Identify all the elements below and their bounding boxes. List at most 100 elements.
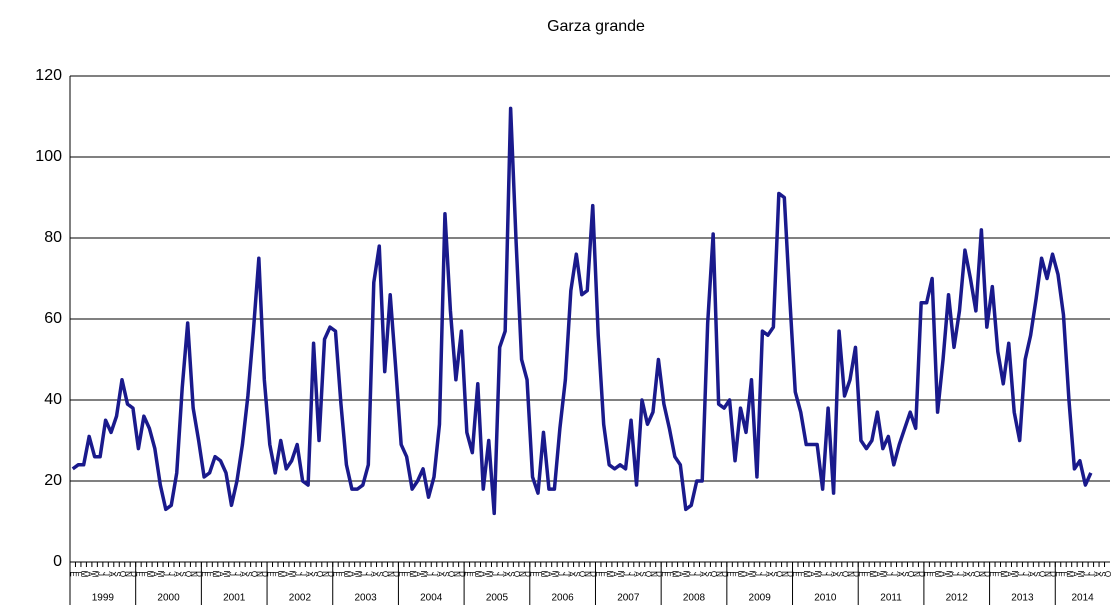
x-tick-label: J bbox=[364, 572, 373, 576]
x-tick-label: A bbox=[479, 571, 488, 577]
y-tick-label: 120 bbox=[35, 67, 62, 84]
x-tick-label: M bbox=[353, 571, 362, 578]
x-tick-label: S bbox=[1098, 571, 1107, 576]
x-tick-label: N bbox=[452, 571, 461, 577]
x-tick-label: M bbox=[813, 571, 822, 578]
x-tick-label: F bbox=[600, 572, 609, 577]
x-tick-label: S bbox=[112, 571, 121, 576]
data-line bbox=[71, 106, 1093, 516]
x-tick-label: E bbox=[397, 571, 406, 576]
x-tick-label: A bbox=[873, 571, 882, 577]
x-tick-label: A bbox=[698, 571, 707, 577]
x-tick-label: N bbox=[386, 571, 395, 577]
x-tick-label: M bbox=[747, 571, 756, 578]
x-tick-label: E bbox=[988, 571, 997, 576]
year-label: 2008 bbox=[683, 593, 706, 604]
x-tick-label: F bbox=[468, 572, 477, 577]
x-tick-label: F bbox=[271, 572, 280, 577]
x-tick-label: S bbox=[572, 571, 581, 576]
x-tick-label: O bbox=[643, 571, 652, 577]
x-tick-label: D bbox=[195, 571, 204, 577]
x-tick-label: F bbox=[403, 572, 412, 577]
y-tick-label: 100 bbox=[35, 148, 62, 165]
x-tick-label: M bbox=[616, 571, 625, 578]
x-tick-label: F bbox=[797, 572, 806, 577]
x-tick-label: J bbox=[496, 572, 505, 576]
x-tick-label: N bbox=[846, 571, 855, 577]
x-tick-label: D bbox=[1048, 571, 1057, 577]
x-tick-label: J bbox=[101, 572, 110, 576]
x-tick-label: E bbox=[857, 571, 866, 576]
x-tick-label: O bbox=[381, 571, 390, 577]
x-tick-label: M bbox=[222, 571, 231, 578]
x-tick-label: A bbox=[742, 571, 751, 577]
x-tick-label: S bbox=[835, 571, 844, 576]
x-tick-label: A bbox=[895, 571, 904, 577]
x-tick-label: F bbox=[74, 572, 83, 577]
x-tick-label: M bbox=[944, 571, 953, 578]
x-tick-label: J bbox=[561, 572, 570, 576]
x-tick-label: J bbox=[1081, 572, 1090, 576]
x-tick-label: M bbox=[156, 571, 165, 578]
x-tick-label: O bbox=[184, 571, 193, 577]
x-tick-label: M bbox=[145, 571, 154, 578]
year-label: 2003 bbox=[354, 593, 377, 604]
year-label: 2002 bbox=[289, 593, 312, 604]
x-tick-label: N bbox=[1043, 571, 1052, 577]
x-tick-label: S bbox=[901, 571, 910, 576]
x-tick-label: D bbox=[392, 571, 401, 577]
year-label: 2010 bbox=[814, 593, 837, 604]
x-tick-label: A bbox=[107, 571, 116, 577]
x-tick-label: J bbox=[424, 572, 433, 576]
x-tick-label: F bbox=[337, 572, 346, 577]
x-tick-label: D bbox=[457, 571, 466, 577]
x-tick-label: A bbox=[808, 571, 817, 577]
x-tick-label: A bbox=[939, 571, 948, 577]
x-tick-label: N bbox=[780, 571, 789, 577]
year-label: 2006 bbox=[552, 593, 575, 604]
x-tick-label: J bbox=[819, 572, 828, 576]
x-tick-label: J bbox=[96, 572, 105, 576]
x-tick-label: N bbox=[912, 571, 921, 577]
x-tick-label: S bbox=[638, 571, 647, 576]
x-tick-label: A bbox=[545, 571, 554, 577]
x-tick-label: S bbox=[441, 571, 450, 576]
x-tick-label: J bbox=[162, 572, 171, 576]
x-tick-label: O bbox=[775, 571, 784, 577]
year-label: 2005 bbox=[486, 593, 509, 604]
year-label: 2009 bbox=[749, 593, 772, 604]
x-tick-label: J bbox=[233, 572, 242, 576]
x-tick-label: D bbox=[720, 571, 729, 577]
x-tick-label: J bbox=[884, 572, 893, 576]
year-label: 2000 bbox=[157, 593, 180, 604]
x-tick-label: D bbox=[589, 571, 598, 577]
x-tick-label: J bbox=[890, 572, 899, 576]
x-tick-label: M bbox=[539, 571, 548, 578]
x-tick-label: N bbox=[715, 571, 724, 577]
x-tick-label: E bbox=[463, 571, 472, 576]
x-tick-label: N bbox=[517, 571, 526, 577]
x-tick-label: A bbox=[370, 571, 379, 577]
x-tick-label: O bbox=[709, 571, 718, 577]
x-tick-label: M bbox=[605, 571, 614, 578]
x-tick-label: A bbox=[173, 571, 182, 577]
x-tick-label: D bbox=[786, 571, 795, 577]
x-tick-label: M bbox=[342, 571, 351, 578]
x-tick-label: J bbox=[1021, 572, 1030, 576]
x-tick-label: M bbox=[1065, 571, 1074, 578]
x-tick-label: D bbox=[851, 571, 860, 577]
x-tick-label: F bbox=[205, 572, 214, 577]
x-tick-label: J bbox=[167, 572, 176, 576]
x-tick-label: F bbox=[665, 572, 674, 577]
x-tick-label: S bbox=[1032, 571, 1041, 576]
y-tick-label: 60 bbox=[44, 310, 62, 327]
x-tick-label: M bbox=[933, 571, 942, 578]
x-tick-label: A bbox=[829, 571, 838, 577]
x-tick-label: A bbox=[1005, 571, 1014, 577]
x-tick-label: M bbox=[91, 571, 100, 578]
x-tick-label: S bbox=[769, 571, 778, 576]
x-tick-label: M bbox=[879, 571, 888, 578]
x-tick-label: F bbox=[994, 572, 1003, 577]
x-tick-label: J bbox=[824, 572, 833, 576]
year-label: 2012 bbox=[946, 593, 969, 604]
